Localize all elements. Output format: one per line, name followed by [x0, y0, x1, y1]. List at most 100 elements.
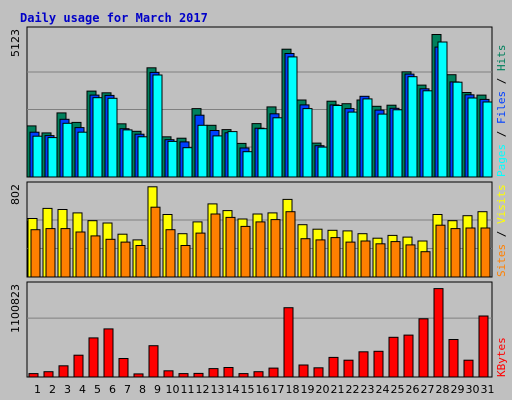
panel-top-ymax-label: 5123 [9, 29, 22, 57]
bar-pages-day-22 [347, 111, 358, 178]
x-tick-label-day-1: 1 [34, 383, 41, 396]
x-tick-label-day-27: 27 [421, 383, 435, 396]
legend-kbytes: KBytes [495, 337, 508, 377]
bar-pages-day-12 [197, 124, 208, 178]
bar-kbytes-day-8 [133, 373, 144, 378]
bar-sites-day-7 [120, 241, 131, 278]
bar-kbytes-day-16 [253, 371, 264, 378]
x-tick-label-day-31: 31 [481, 383, 495, 396]
bar-sites-day-28 [435, 224, 446, 278]
x-tick-label-day-22: 22 [346, 383, 360, 396]
x-tick-label-day-29: 29 [451, 383, 465, 396]
legend-sites: Sites [495, 244, 508, 277]
bar-sites-day-16 [255, 221, 266, 278]
bar-pages-day-23 [362, 98, 373, 178]
x-tick-label-day-23: 23 [361, 383, 375, 396]
x-tick-label-day-28: 28 [436, 383, 450, 396]
bar-pages-day-6 [107, 97, 118, 178]
bar-kbytes-day-20 [313, 367, 324, 378]
bar-sites-day-21 [330, 237, 341, 278]
bar-kbytes-day-18 [283, 307, 294, 378]
bar-pages-day-13 [212, 135, 223, 178]
x-tick-label-day-19: 19 [301, 383, 315, 396]
bar-kbytes-day-31 [478, 315, 489, 378]
bar-pages-day-4 [77, 131, 88, 178]
bar-kbytes-day-26 [403, 334, 414, 378]
bar-kbytes-day-28 [433, 288, 444, 378]
bar-sites-day-27 [420, 251, 431, 278]
bar-pages-day-24 [377, 113, 388, 178]
bar-pages-day-30 [467, 97, 478, 178]
bar-sites-day-2 [45, 228, 56, 278]
legend-pages: Pages [495, 144, 508, 177]
bar-pages-day-11 [182, 147, 193, 178]
bar-sites-day-10 [165, 229, 176, 278]
legend-separator: / [495, 224, 508, 244]
bar-sites-day-8 [135, 245, 146, 278]
bar-pages-day-18 [287, 56, 298, 178]
x-tick-label-day-11: 11 [181, 383, 195, 396]
bar-kbytes-day-12 [193, 372, 204, 378]
bar-sites-day-11 [180, 245, 191, 278]
bar-sites-day-29 [450, 228, 461, 278]
bar-kbytes-day-5 [88, 337, 99, 378]
bar-sites-day-5 [90, 235, 101, 278]
bar-pages-day-17 [272, 117, 283, 178]
bar-pages-day-28 [437, 41, 448, 178]
bar-kbytes-day-10 [163, 370, 174, 378]
bar-pages-day-5 [92, 97, 103, 178]
legend-separator: / [495, 71, 508, 91]
x-tick-label-day-2: 2 [49, 383, 56, 396]
x-tick-label-day-7: 7 [124, 383, 131, 396]
bar-pages-day-7 [122, 129, 133, 178]
bar-sites-day-1 [30, 229, 41, 278]
bar-kbytes-day-27 [418, 318, 429, 378]
bar-kbytes-day-30 [463, 359, 474, 378]
bar-sites-day-3 [60, 228, 71, 278]
x-tick-label-day-15: 15 [241, 383, 255, 396]
x-tick-label-day-17: 17 [271, 383, 285, 396]
bar-pages-day-14 [227, 131, 238, 178]
bar-kbytes-day-9 [148, 345, 159, 378]
x-tick-label-day-10: 10 [166, 383, 180, 396]
panel-bottom-legend: KBytes [495, 337, 508, 377]
bar-kbytes-day-14 [223, 367, 234, 378]
bar-sites-day-24 [375, 243, 386, 278]
x-tick-label-day-21: 21 [331, 383, 345, 396]
legend-separator: / [495, 124, 508, 144]
bar-sites-day-9 [150, 206, 161, 278]
panel-top-legend: Pages / Files / Hits [495, 45, 508, 178]
x-tick-label-day-8: 8 [139, 383, 146, 396]
bar-pages-day-25 [392, 109, 403, 178]
bar-kbytes-day-1 [28, 373, 39, 378]
bar-kbytes-day-13 [208, 368, 219, 378]
x-tick-label-day-18: 18 [286, 383, 300, 396]
bar-sites-day-22 [345, 241, 356, 278]
bar-pages-day-10 [167, 140, 178, 178]
x-tick-label-day-20: 20 [316, 383, 330, 396]
x-tick-label-day-12: 12 [196, 383, 210, 396]
bar-sites-day-15 [240, 225, 251, 278]
legend-visits: Visits [495, 184, 508, 224]
bar-sites-day-6 [105, 238, 116, 278]
x-tick-label-day-16: 16 [256, 383, 270, 396]
bar-pages-day-1 [32, 135, 43, 178]
legend-hits: Hits [495, 45, 508, 72]
bar-pages-day-15 [242, 151, 253, 178]
bar-pages-day-29 [452, 81, 463, 178]
bar-pages-day-27 [422, 90, 433, 178]
bar-sites-day-14 [225, 216, 236, 278]
bar-sites-day-13 [210, 213, 221, 278]
bar-sites-day-20 [315, 239, 326, 278]
panel-middle: 802 Sites / Visits [9, 181, 508, 278]
bar-kbytes-day-25 [388, 336, 399, 378]
chart-title: Daily usage for March 2017 [20, 11, 208, 25]
bar-pages-day-16 [257, 128, 268, 178]
bar-kbytes-day-3 [58, 365, 69, 378]
bar-sites-day-19 [300, 238, 311, 278]
bar-kbytes-day-15 [238, 373, 249, 378]
panel-middle-ymax-label: 802 [9, 184, 22, 205]
bar-pages-day-3 [62, 122, 73, 178]
